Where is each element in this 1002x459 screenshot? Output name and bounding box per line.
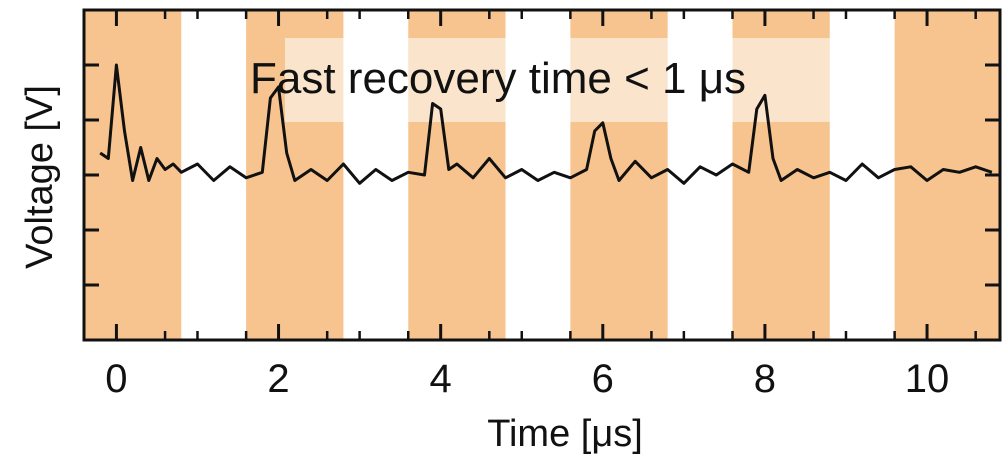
annotation-background: [285, 38, 837, 122]
series-layer: [99, 63, 993, 185]
shaded-band-6: [894, 10, 1000, 340]
axis-ticks: [82, 10, 1000, 340]
x-tick-label-6: 6: [592, 357, 614, 401]
tick-labels: 0 2 4 6 8 10: [105, 357, 949, 401]
x-tick-label-8: 8: [754, 357, 776, 401]
annotation-text: Fast recovery time < 1 μs: [250, 54, 746, 103]
x-tick-label-4: 4: [430, 357, 452, 401]
y-axis-label: Voltage [V]: [19, 85, 61, 269]
x-tick-label-10: 10: [905, 357, 950, 401]
x-tick-label-2: 2: [267, 357, 289, 401]
series-line-1: [99, 63, 993, 185]
x-axis-label: Time [μs]: [487, 413, 643, 455]
x-tick-label-0: 0: [105, 357, 127, 401]
